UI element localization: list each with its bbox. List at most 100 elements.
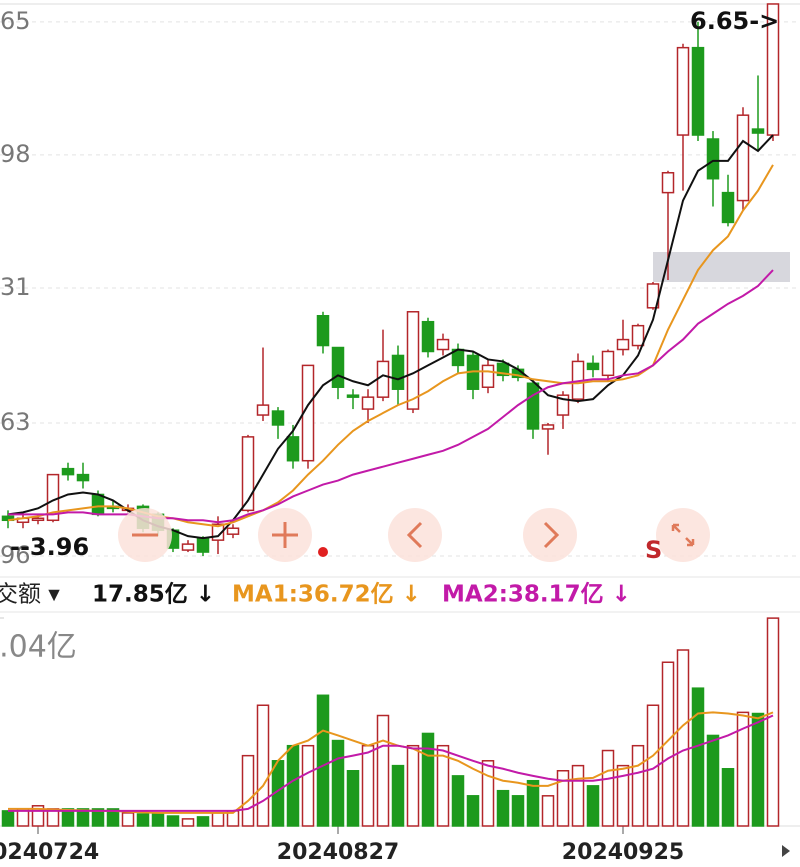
y-tick-label: 63	[0, 408, 31, 436]
candle-body	[391, 354, 405, 390]
volume-bar	[631, 744, 645, 827]
volume-bar	[451, 775, 465, 827]
candle-body	[721, 191, 735, 224]
candle-body	[661, 172, 675, 194]
volume-bar	[661, 661, 675, 827]
volume-bar	[391, 764, 405, 827]
volume-bar	[196, 816, 210, 827]
volume-bar	[421, 732, 435, 827]
volume-bar	[1, 810, 15, 827]
volume-bar	[76, 808, 90, 827]
button-bg[interactable]	[523, 508, 577, 562]
candle-body	[736, 114, 750, 202]
candle-body	[331, 346, 345, 388]
candle-body	[286, 436, 300, 462]
volume-bar	[121, 812, 135, 827]
volume-bar	[601, 749, 615, 827]
volume-bar	[751, 712, 765, 827]
volume-bar	[286, 744, 300, 827]
y-tick-label: 65	[0, 7, 31, 35]
volume-label[interactable]: 成交额 ▾	[0, 582, 60, 608]
y-tick-label: 3.04亿	[0, 630, 77, 665]
candle-body	[316, 314, 330, 347]
legend-entry: MA2:38.17亿 ↓	[442, 582, 631, 608]
volume-bar	[181, 818, 195, 827]
volume-bar	[586, 785, 600, 827]
candle-body	[526, 382, 540, 430]
candle-body	[481, 364, 495, 388]
candle-body	[361, 396, 375, 410]
volume-bar	[511, 795, 525, 827]
volume-bar	[376, 714, 390, 827]
candle-body	[691, 46, 705, 136]
ma-line	[7, 134, 774, 540]
volume-bar	[691, 687, 705, 827]
volume-bar	[256, 704, 270, 827]
candle-body	[631, 324, 645, 347]
x-tick-label: 20240925	[562, 840, 684, 865]
x-tick-label: 20240724	[0, 840, 99, 865]
candle-body	[556, 394, 570, 416]
volume-bar	[436, 744, 450, 827]
candle-body	[376, 360, 390, 398]
candle-body	[706, 138, 720, 180]
candle-body	[616, 338, 630, 351]
highlight-zone	[653, 252, 790, 282]
red-dot	[318, 547, 328, 557]
volume-bar	[211, 812, 225, 827]
candle-body	[61, 467, 75, 476]
candle-body	[196, 537, 210, 553]
volume-bar	[706, 734, 720, 827]
candle-body	[586, 362, 600, 371]
expand-icon	[671, 523, 695, 547]
scroll-arrow[interactable]	[782, 845, 790, 857]
y-tick-label: 96	[0, 541, 31, 569]
y-tick-label: 31	[0, 273, 31, 301]
overlay-buttons	[118, 508, 790, 857]
volume-bar	[721, 768, 735, 827]
button-bg[interactable]	[388, 508, 442, 562]
volume-bar	[331, 739, 345, 827]
volume-bar	[526, 779, 540, 827]
signal-label: S	[645, 536, 662, 564]
right-icon	[543, 521, 560, 549]
candle-body	[421, 320, 435, 353]
legend-entry: MA1:36.72亿 ↓	[232, 582, 421, 608]
candle-body	[751, 128, 765, 134]
volume-bar	[61, 808, 75, 827]
volume-bar	[406, 744, 420, 827]
ma-line	[8, 714, 774, 812]
candle-body	[181, 543, 195, 551]
candle-body	[406, 311, 420, 410]
volume-bar	[466, 795, 480, 827]
y-tick-label: 98	[0, 140, 31, 168]
candle-body	[76, 473, 90, 482]
volume-bar	[496, 789, 510, 827]
volume-bar	[316, 694, 330, 827]
marks: 65 98 31 63 96 20240724 20240827 20240925 3.04亿	[0, 3, 800, 865]
max-label: 6.65->	[690, 7, 779, 35]
volume-bar	[676, 649, 690, 827]
button-bg[interactable]	[656, 508, 710, 562]
left-icon	[406, 521, 423, 549]
volume-bar	[616, 764, 630, 827]
volume-bar	[151, 812, 165, 827]
volume-bar	[136, 813, 150, 827]
plus-icon	[272, 522, 298, 548]
candle-body	[601, 350, 615, 377]
volume-bar	[361, 744, 375, 827]
candle-body	[91, 493, 105, 516]
volume-bar	[91, 808, 105, 827]
candle-body	[676, 46, 690, 136]
candle-body	[496, 362, 510, 377]
candle-body	[31, 517, 45, 522]
volume-bar	[346, 770, 360, 827]
candle-body	[241, 436, 255, 512]
ma-line	[8, 711, 774, 814]
volume-bar	[166, 815, 180, 827]
candle-body	[436, 338, 450, 351]
candle-body	[346, 394, 360, 398]
candle-body	[541, 424, 555, 430]
